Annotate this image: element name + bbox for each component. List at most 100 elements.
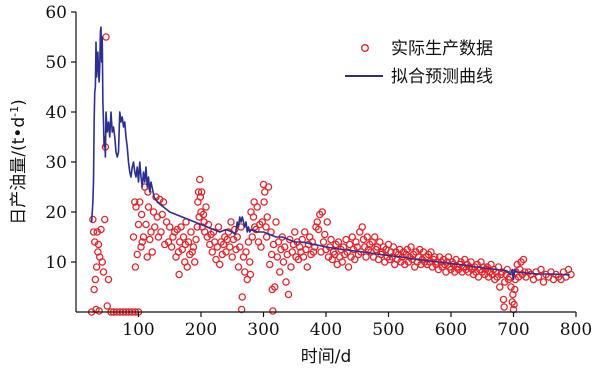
- data-point: [212, 255, 220, 264]
- data-point: [137, 210, 146, 219]
- data-point: [134, 220, 143, 229]
- data-point: [92, 263, 101, 271]
- data-point: [179, 233, 188, 241]
- data-point: [137, 243, 145, 251]
- data-point: [287, 263, 295, 271]
- data-point: [175, 270, 183, 279]
- data-point: [184, 238, 193, 246]
- data-point: [189, 243, 198, 251]
- x-tick-label: 500: [372, 320, 404, 340]
- data-point: [246, 270, 255, 279]
- data-point: [233, 233, 241, 241]
- data-point: [350, 255, 359, 264]
- data-point: [303, 263, 311, 271]
- data-point: [208, 248, 216, 256]
- data-point: [258, 218, 266, 226]
- data-point: [290, 228, 299, 236]
- x-tick-label: 200: [185, 320, 217, 340]
- y-tick-label: 20: [45, 203, 67, 223]
- data-point: [314, 225, 323, 234]
- data-point: [295, 243, 304, 251]
- data-point: [319, 238, 328, 246]
- data-point: [344, 263, 353, 271]
- data-point: [245, 258, 254, 266]
- fit-line: [90, 26, 570, 281]
- data-point: [474, 273, 483, 281]
- data-point: [192, 235, 200, 244]
- data-point: [197, 188, 206, 196]
- data-point: [280, 243, 289, 251]
- data-point: [309, 248, 318, 256]
- data-point: [102, 33, 110, 41]
- data-point: [500, 303, 508, 311]
- data-point: [225, 243, 234, 251]
- data-point: [159, 198, 168, 206]
- data-point: [135, 198, 144, 206]
- data-point: [260, 198, 268, 206]
- data-point: [499, 295, 508, 304]
- data-point: [142, 220, 150, 229]
- data-point: [145, 235, 154, 244]
- data-point: [190, 258, 199, 266]
- data-point: [230, 225, 239, 234]
- data-point: [165, 223, 174, 231]
- data-point: [338, 258, 346, 266]
- data-point: [539, 278, 548, 286]
- data-point: [101, 215, 109, 224]
- x-tick-label: 100: [122, 320, 154, 340]
- data-point: [235, 243, 244, 251]
- data-point: [427, 248, 435, 256]
- data-point: [199, 210, 208, 219]
- y-tick-label: 30: [45, 153, 67, 173]
- data-point: [150, 223, 159, 231]
- axes: 100 200 300 400 500 600 700 800 10 20 30 40 50 60 时间/d…: [8, 3, 592, 367]
- data-point: [131, 263, 140, 271]
- data-point: [299, 253, 308, 261]
- plot-area: [87, 26, 575, 316]
- data-point: [177, 223, 185, 231]
- data-point: [144, 188, 152, 196]
- x-axis-label: 时间/d: [301, 347, 352, 367]
- data-point: [132, 203, 140, 211]
- data-point: [158, 210, 166, 219]
- data-point: [334, 238, 343, 246]
- data-point: [91, 275, 100, 284]
- data-point: [495, 283, 504, 291]
- data-point: [97, 225, 105, 234]
- data-point: [89, 228, 98, 236]
- data-point: [242, 248, 250, 256]
- data-point: [273, 253, 281, 261]
- data-point: [149, 208, 158, 216]
- data-point: [320, 230, 329, 239]
- data-point: [143, 253, 151, 261]
- data-point: [228, 253, 236, 261]
- data-point: [263, 213, 271, 221]
- data-point: [265, 260, 274, 269]
- legend-label-fit: 拟合预测曲线: [391, 67, 493, 87]
- data-point: [238, 293, 246, 301]
- data-point: [234, 263, 243, 271]
- data-point: [272, 218, 280, 226]
- data-point: [503, 265, 511, 274]
- data-point: [260, 188, 269, 196]
- data-point: [444, 253, 453, 261]
- data-point: [130, 198, 139, 206]
- data-point: [323, 218, 331, 226]
- data-point: [262, 223, 270, 231]
- data-point: [375, 238, 384, 246]
- data-point: [534, 273, 543, 281]
- data-point: [222, 248, 230, 256]
- data-point: [270, 283, 279, 291]
- data-point: [90, 285, 98, 294]
- y-tick-label: 10: [45, 253, 67, 273]
- data-point: [213, 243, 221, 251]
- data-point: [103, 302, 112, 310]
- data-point: [167, 243, 176, 251]
- y-tick-label: 40: [45, 103, 67, 123]
- data-point: [318, 208, 326, 216]
- legend-label-actual: 实际生产数据: [391, 39, 493, 59]
- data-point: [183, 263, 191, 271]
